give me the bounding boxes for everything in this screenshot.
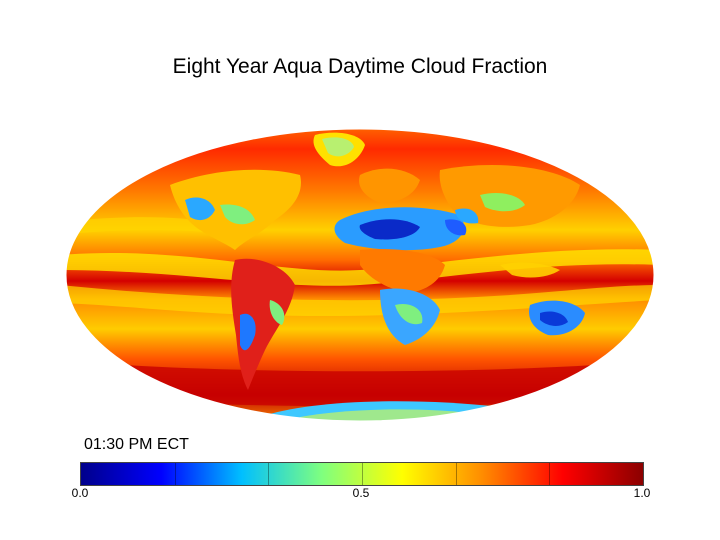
arabia — [445, 219, 467, 236]
north-america-central — [220, 204, 255, 225]
itcz-band — [66, 249, 654, 286]
europe — [359, 168, 420, 203]
map-outline — [65, 128, 655, 422]
colorbar-min-label: 0.0 — [71, 486, 89, 500]
south-america — [231, 258, 295, 390]
colorbar-tick — [362, 463, 363, 485]
mollweide-map-svg — [65, 128, 655, 422]
colorbar — [80, 462, 644, 486]
australia-core — [540, 311, 568, 326]
southern-ocean-band — [66, 360, 654, 407]
southern-yellow-band — [66, 285, 654, 317]
world-cloud-fraction-map — [60, 125, 660, 425]
south-america-east — [269, 300, 285, 325]
sahara-core — [359, 219, 420, 240]
southern-africa-center — [395, 303, 423, 325]
colorbar-max-label: 1.0 — [633, 486, 651, 500]
colorbar-mid-label: 0.5 — [352, 486, 370, 500]
map-title: Eight Year Aqua Daytime Cloud Fraction — [172, 55, 548, 78]
colorbar-tick — [455, 463, 457, 485]
central-africa — [360, 248, 445, 293]
time-label: 01:30 PM ECT — [84, 436, 189, 453]
greenland-interior — [322, 137, 354, 157]
colorbar-tick — [268, 463, 270, 485]
antarctica-edge — [300, 409, 480, 421]
west-asia — [455, 208, 479, 224]
south-america-andes — [240, 313, 256, 351]
colorbar-tick — [174, 463, 176, 485]
central-asia — [480, 193, 525, 212]
colorbar-tick — [549, 463, 551, 485]
indonesia — [500, 262, 560, 278]
pacific-yellow-band — [80, 217, 220, 233]
north-america-west — [185, 197, 215, 221]
